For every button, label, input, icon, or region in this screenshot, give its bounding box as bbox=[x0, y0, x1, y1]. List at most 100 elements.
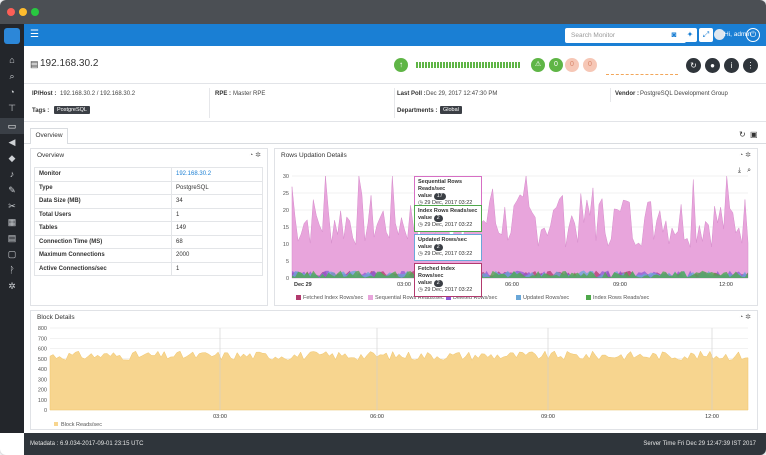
rpe-value: Master RPE bbox=[233, 91, 266, 97]
notification-button[interactable]: ● bbox=[705, 58, 720, 73]
table-row: Active Connections/sec 1 bbox=[34, 261, 263, 276]
tooltip-value: value 2 bbox=[418, 215, 478, 222]
alerts-icon[interactable]: ◆ bbox=[8, 153, 16, 163]
panel-options-icon[interactable]: ◔ ✲ bbox=[738, 314, 751, 321]
tooltip: Fetched Index Rows/sec value 2 ◷ 29 Dec, 2… bbox=[414, 263, 482, 297]
table-row: Data Size (MB) 34 bbox=[34, 194, 263, 209]
tooltip: Index Rows Reads/sec value 2 ◷ 29 Dec, 201… bbox=[414, 205, 482, 232]
menu-icon[interactable]: ☰ bbox=[30, 29, 39, 40]
legend-item[interactable]: Sequential Rows Reads/sec bbox=[368, 295, 444, 301]
home-icon[interactable]: ⌂ bbox=[9, 55, 15, 65]
refresh-button[interactable]: ↻ bbox=[686, 58, 701, 73]
row-value[interactable]: 192.168.30.2 bbox=[171, 167, 263, 182]
major-count[interactable]: 0 bbox=[565, 58, 579, 72]
legend-swatch bbox=[446, 295, 451, 301]
divider bbox=[394, 88, 395, 118]
y-tick-label: 10 bbox=[283, 242, 289, 248]
x-tick-label: 03:00 bbox=[213, 414, 227, 420]
flow-icon[interactable]: ᚹ bbox=[9, 265, 15, 275]
legend-label: Deleted Rows/sec bbox=[453, 295, 498, 301]
tooltip-value-label: value bbox=[418, 244, 434, 250]
tooltip-value: value 2 bbox=[418, 244, 478, 251]
table-row: Maximum Connections 2000 bbox=[34, 248, 263, 263]
more-options-button[interactable]: ⋮ bbox=[743, 58, 758, 73]
megaphone-icon[interactable]: ◀ bbox=[8, 137, 16, 147]
legend-swatch bbox=[586, 295, 591, 301]
power-icon[interactable]: ⏻ bbox=[746, 28, 760, 42]
warning-alert-badge[interactable]: ⚠ bbox=[531, 58, 545, 72]
x-tick-label: 12:00 bbox=[719, 282, 733, 288]
ip-host-value: 192.168.30.2 / 192.168.30.2 bbox=[60, 91, 136, 97]
zoom-icon[interactable]: ⌕ bbox=[747, 167, 751, 174]
report-icon[interactable]: ▤ bbox=[7, 233, 17, 243]
document-icon[interactable]: ▢ bbox=[7, 249, 17, 259]
bell-icon[interactable]: ♪ bbox=[9, 169, 15, 179]
row-value: 149 bbox=[171, 221, 263, 236]
y-tick-label: 0 bbox=[286, 276, 289, 282]
top-navigation: ☰ Search Monitor ◙ ✦ ⤢ Hi, admin ⏻ bbox=[24, 24, 766, 46]
tools-icon[interactable]: ✂ bbox=[8, 201, 16, 211]
tag-badge[interactable]: PostgreSQL bbox=[54, 106, 90, 114]
tooltip-value-badge: 17 bbox=[433, 193, 446, 200]
plugin-icon[interactable]: ✎ bbox=[8, 185, 16, 195]
warning-count[interactable]: 0 bbox=[549, 58, 563, 72]
legend-item[interactable]: Deleted Rows/sec bbox=[446, 295, 497, 301]
panel-options-icon[interactable]: ◔ ✲ bbox=[248, 152, 261, 159]
legend-swatch bbox=[516, 295, 521, 301]
bug-icon[interactable]: ✦ bbox=[683, 28, 697, 42]
topology-icon[interactable]: ⊤ bbox=[8, 103, 16, 113]
search-icon[interactable]: ⌕ bbox=[9, 71, 15, 81]
overview-table: Monitor 192.168.30.2 Type PostgreSQL Data Si… bbox=[34, 167, 263, 276]
fullscreen-icon[interactable]: ⤢ bbox=[699, 28, 713, 42]
row-key: Data Size (MB) bbox=[34, 194, 172, 209]
row-key: Maximum Connections bbox=[34, 248, 172, 263]
divider-line bbox=[606, 74, 678, 75]
tab-overview[interactable]: Overview bbox=[30, 128, 68, 144]
rows-panel-title: Rows Updation Details bbox=[281, 152, 347, 159]
y-tick-label: 200 bbox=[38, 388, 47, 394]
departments-label: Departments : bbox=[397, 108, 438, 114]
close-window-button[interactable] bbox=[7, 8, 15, 16]
block-panel-title: Block Details bbox=[37, 314, 75, 321]
search-input[interactable]: Search Monitor bbox=[565, 28, 686, 43]
y-tick-label: 20 bbox=[283, 208, 289, 214]
dashboard-icon[interactable]: ◔ bbox=[9, 87, 15, 97]
maximize-window-button[interactable] bbox=[31, 8, 39, 16]
lock-icon[interactable]: ▣ bbox=[750, 130, 758, 139]
tooltip-time: ◷ 29 Dec, 2017 03:22 bbox=[418, 287, 473, 293]
y-tick-label: 100 bbox=[38, 398, 47, 404]
x-tick-label: 06:00 bbox=[370, 414, 384, 420]
refresh-icon[interactable]: ↻ bbox=[739, 130, 746, 139]
info-button[interactable]: i bbox=[724, 58, 739, 73]
row-key: Tables bbox=[34, 221, 172, 236]
legend-item[interactable]: Fetched Index Rows/sec bbox=[296, 295, 363, 301]
x-tick-label: 09:00 bbox=[613, 282, 627, 288]
avatar[interactable] bbox=[714, 29, 725, 40]
minimize-window-button[interactable] bbox=[19, 8, 27, 16]
department-badge[interactable]: Global bbox=[440, 106, 462, 114]
monitor-icon[interactable]: ▭ bbox=[7, 121, 17, 131]
row-value: 1 bbox=[171, 261, 263, 276]
x-tick-label: 09:00 bbox=[541, 414, 555, 420]
settings-icon[interactable]: ✲ bbox=[8, 281, 16, 291]
database-icon: ▤ bbox=[30, 59, 39, 69]
row-value: 34 bbox=[171, 194, 263, 209]
tooltip-value: value 17 bbox=[418, 193, 478, 200]
row-key: Total Users bbox=[34, 207, 172, 222]
legend-item[interactable]: Updated Rows/sec bbox=[516, 295, 569, 301]
table-row: Connection Time (MS) 68 bbox=[34, 234, 263, 249]
warning-icon: ⚠ bbox=[534, 61, 542, 68]
tooltip-time: ◷ 29 Dec, 2017 03:22 bbox=[418, 251, 473, 257]
legend-swatch bbox=[368, 295, 373, 301]
camera-icon[interactable]: ◙ bbox=[667, 28, 681, 42]
legend-item[interactable]: Index Rows Reads/sec bbox=[586, 295, 649, 301]
calendar-icon[interactable]: ▦ bbox=[7, 217, 17, 227]
sidebar-active-indicator bbox=[0, 118, 24, 134]
panel-options-icon[interactable]: ◔ ✲ bbox=[738, 152, 751, 159]
critical-count[interactable]: 0 bbox=[583, 58, 597, 72]
user-greeting[interactable]: Hi, admin bbox=[724, 31, 752, 38]
tooltip-value-badge: 2 bbox=[433, 215, 443, 222]
download-icon[interactable]: ⤓ bbox=[737, 167, 741, 174]
overview-panel-title: Overview bbox=[37, 152, 65, 159]
